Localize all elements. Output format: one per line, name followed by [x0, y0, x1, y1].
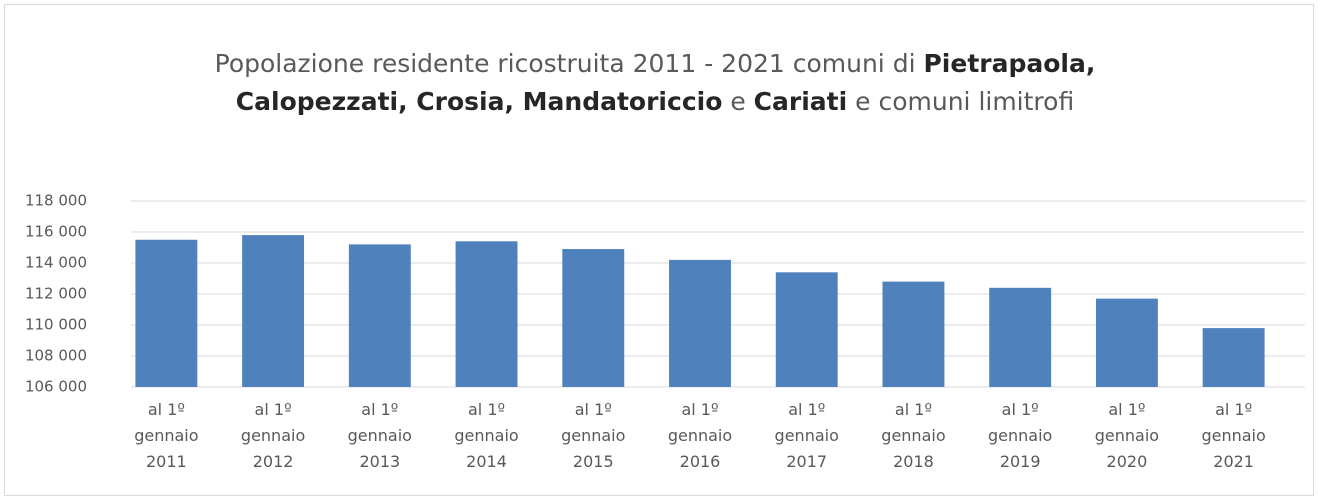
- y-tick-label: 106 000: [25, 378, 87, 396]
- bar: [242, 235, 305, 387]
- bar: [562, 249, 625, 387]
- x-tick-label: al 1º gennaio 2021: [1201, 400, 1266, 471]
- bar: [775, 272, 838, 387]
- y-tick-label: 118 000: [25, 192, 87, 210]
- y-tick-label: 114 000: [25, 254, 87, 272]
- x-tick-label: al 1º gennaio 2012: [240, 400, 306, 471]
- x-tick-label: al 1º gennaio 2014: [454, 400, 519, 471]
- title-run: Pietrapaola, Calopezzati, Crosia, Mandat…: [235, 49, 1096, 116]
- y-tick-label: 110 000: [25, 316, 87, 334]
- plot: 106 000 108 000 110 000 112 000 114 000 116 0…: [25, 192, 1305, 396]
- title-run: Cariati: [753, 87, 848, 116]
- y-tick-label: 108 000: [25, 347, 87, 365]
- y-tick-label: 112 000: [25, 285, 87, 303]
- bar: [989, 287, 1052, 387]
- bar: [669, 259, 731, 387]
- x-tick-label: al 1º gennaio 2020: [1094, 400, 1160, 471]
- x-tick-label: al 1º gennaio 2019: [988, 400, 1053, 471]
- bar: [455, 241, 518, 387]
- bar: [135, 239, 198, 387]
- x-tick-label: al 1º gennaio 2011: [134, 400, 199, 471]
- chart-title: Popolazione residente ricostruita 2011 -…: [185, 45, 1125, 121]
- title-run: e: [722, 87, 754, 116]
- chart: Popolazione residente ricostruita 2011 -…: [4, 4, 1314, 496]
- y-tick-label: 116 000: [25, 223, 87, 241]
- bar: [348, 244, 411, 387]
- x-tick-label: al 1º gennaio 2018: [881, 400, 946, 471]
- bar: [882, 281, 945, 387]
- x-tick-label: al 1º gennaio 2016: [667, 400, 733, 471]
- x-tick-label: al 1º gennaio 2013: [347, 400, 412, 471]
- title-run: Popolazione residente ricostruita 2011 -…: [214, 49, 924, 78]
- x-tick-label: al 1º gennaio 2017: [774, 400, 839, 471]
- x-tick-label: al 1º gennaio 2015: [561, 400, 626, 471]
- title-run: e comuni limitrofi: [847, 87, 1075, 116]
- bar: [1202, 328, 1265, 387]
- bar: [1095, 298, 1158, 387]
